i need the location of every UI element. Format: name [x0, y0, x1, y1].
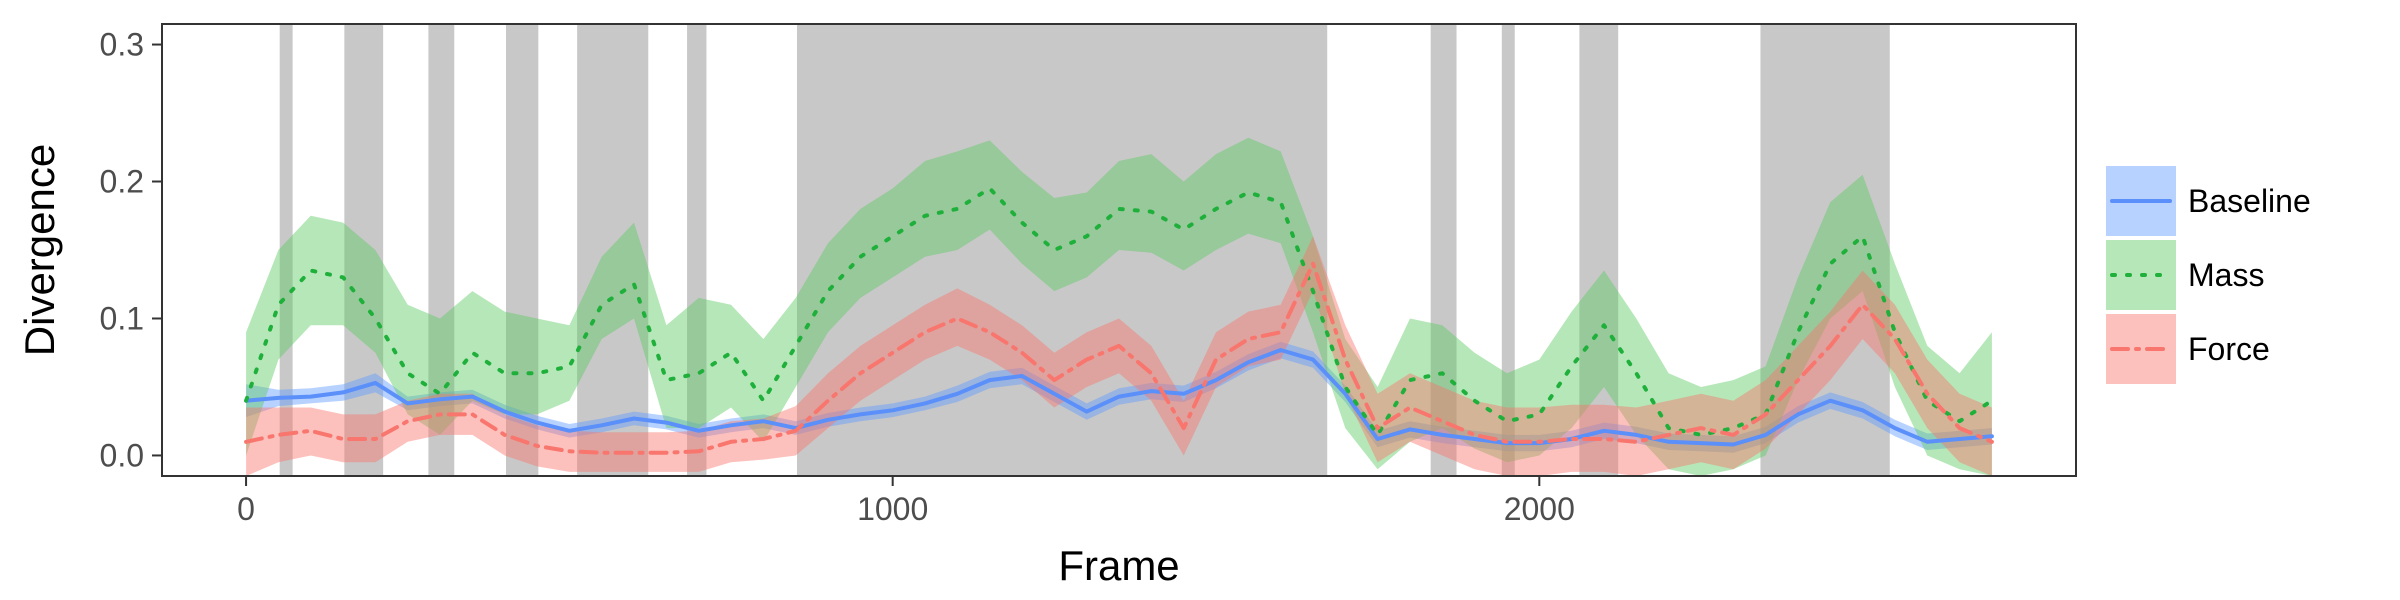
x-axis-title: Frame	[1058, 542, 1179, 589]
x-tick-label: 1000	[857, 491, 928, 527]
shaded-region-3	[506, 24, 539, 476]
y-tick-label: 0.2	[100, 164, 144, 200]
shaded-regions	[279, 24, 1890, 476]
legend: Baseline Mass Force	[2106, 166, 2311, 384]
axes: 0 1000 2000 0.0 0.1 0.2 0.3	[100, 27, 1575, 527]
y-tick-label: 0.0	[100, 437, 144, 473]
band-force	[246, 236, 1992, 476]
plot-panel-border	[161, 23, 2077, 477]
x-tick-label: 0	[237, 491, 255, 527]
legend-item-baseline: Baseline	[2106, 166, 2311, 236]
y-axis-title: Divergence	[16, 144, 63, 356]
line-baseline	[244, 348, 1994, 447]
legend-label: Baseline	[2188, 183, 2311, 219]
x-tick-label: 2000	[1504, 491, 1575, 527]
legend-label: Mass	[2188, 257, 2264, 293]
shaded-region-10	[1760, 24, 1890, 476]
line-mass	[244, 186, 1994, 437]
shaded-region-9	[1579, 24, 1619, 476]
shaded-region-6	[796, 24, 1328, 476]
shaded-region-7	[1430, 24, 1457, 476]
shaded-region-4	[577, 24, 649, 476]
shaded-region-8	[1501, 24, 1515, 476]
line-force	[244, 261, 1994, 455]
shaded-region-0	[279, 24, 293, 476]
legend-item-force: Force	[2106, 314, 2270, 384]
series-lines	[244, 186, 1994, 455]
shaded-region-1	[344, 24, 384, 476]
y-tick-label: 0.3	[100, 27, 144, 63]
legend-label: Force	[2188, 331, 2270, 367]
shaded-region-5	[687, 24, 707, 476]
band-mass	[246, 137, 1992, 476]
legend-item-mass: Mass	[2106, 240, 2264, 310]
y-tick-label: 0.1	[100, 300, 144, 336]
